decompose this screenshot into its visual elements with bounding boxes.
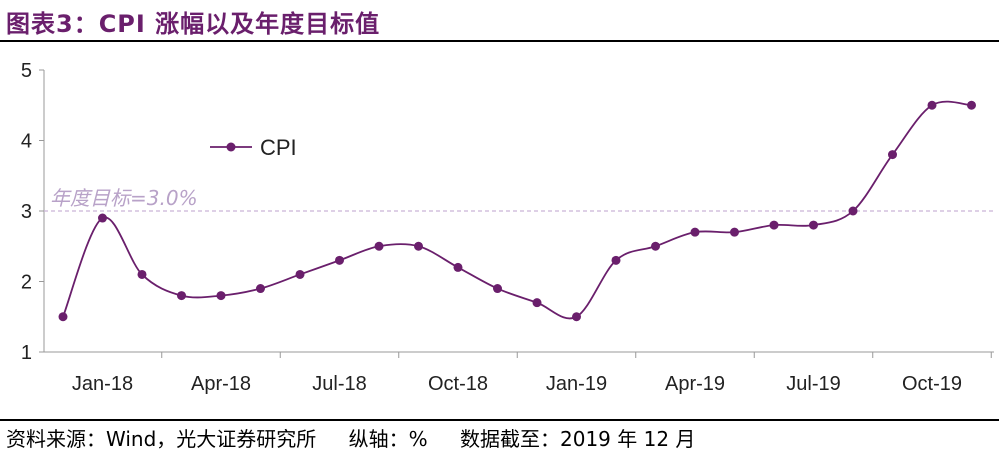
cpi-data-point <box>58 312 68 322</box>
x-tick-label: Jan-19 <box>546 373 607 395</box>
x-tick-label: Apr-18 <box>191 373 251 395</box>
cpi-data-point <box>216 291 226 301</box>
x-tick-label: Apr-19 <box>665 373 725 395</box>
cpi-data-point <box>809 220 818 230</box>
cpi-data-point <box>690 227 700 237</box>
data-cutoff-note: 数据截至：2019 年 12 月 <box>460 427 696 451</box>
y-tick-label: 3 <box>21 201 32 223</box>
y-tick-label: 1 <box>21 342 32 364</box>
cpi-data-point <box>374 241 384 251</box>
x-tick-label: Jul-19 <box>786 373 840 395</box>
bottom-rule <box>0 419 999 421</box>
cpi-data-point <box>651 241 660 251</box>
x-tick-label: Oct-19 <box>902 373 962 395</box>
cpi-data-point <box>532 298 542 308</box>
x-tick-label: Jul-18 <box>312 373 366 395</box>
target-reference-line: 年度目标=3.0% <box>44 186 994 212</box>
cpi-data-point <box>256 284 265 294</box>
cpi-data-point <box>137 269 147 279</box>
legend-marker <box>226 142 236 152</box>
cpi-data-point <box>611 255 621 265</box>
cpi-data-point <box>848 206 858 216</box>
axis-unit-note: 纵轴：% <box>348 427 428 451</box>
cpi-data-point <box>453 262 463 272</box>
cpi-data-point <box>295 269 305 279</box>
chart-legend: CPI <box>210 135 297 160</box>
y-tick-label: 4 <box>21 131 32 153</box>
cpi-data-point <box>967 100 976 110</box>
cpi-line-chart: 1 2 3 4 5 Jan-18 Apr-18 Jul-18 Oct-18 Jan-19 Apr-1… <box>21 60 994 395</box>
figure-footer: 资料来源：Wind，光大证券研究所 纵轴：% 数据截至：2019 年 12 月 <box>6 423 721 452</box>
y-tick-label: 2 <box>21 272 32 294</box>
cpi-data-point <box>888 150 897 160</box>
cpi-data-point <box>769 220 779 230</box>
figure-title: 图表3：CPI 涨幅以及年度目标值 <box>6 10 381 38</box>
x-tick-label: Oct-18 <box>428 373 488 395</box>
target-line-label: 年度目标=3.0% <box>50 186 198 210</box>
cpi-series-line <box>62 100 972 320</box>
cpi-data-point <box>414 241 423 251</box>
top-rule <box>0 40 999 42</box>
cpi-data-point <box>927 100 937 110</box>
legend-label-cpi: CPI <box>260 135 297 160</box>
cpi-data-point <box>177 291 186 301</box>
cpi-data-point <box>730 227 739 237</box>
cpi-data-point <box>493 284 502 294</box>
source-note: 资料来源：Wind，光大证券研究所 <box>6 427 317 451</box>
cpi-data-point <box>572 312 581 322</box>
cpi-data-point <box>335 255 344 265</box>
cpi-series <box>58 100 976 322</box>
x-tick-label: Jan-18 <box>72 373 133 395</box>
chart-axes: 1 2 3 4 5 Jan-18 Apr-18 Jul-18 Oct-18 Jan-19 Apr-1… <box>21 60 994 395</box>
y-tick-label: 5 <box>21 60 32 82</box>
cpi-data-point <box>98 213 107 223</box>
